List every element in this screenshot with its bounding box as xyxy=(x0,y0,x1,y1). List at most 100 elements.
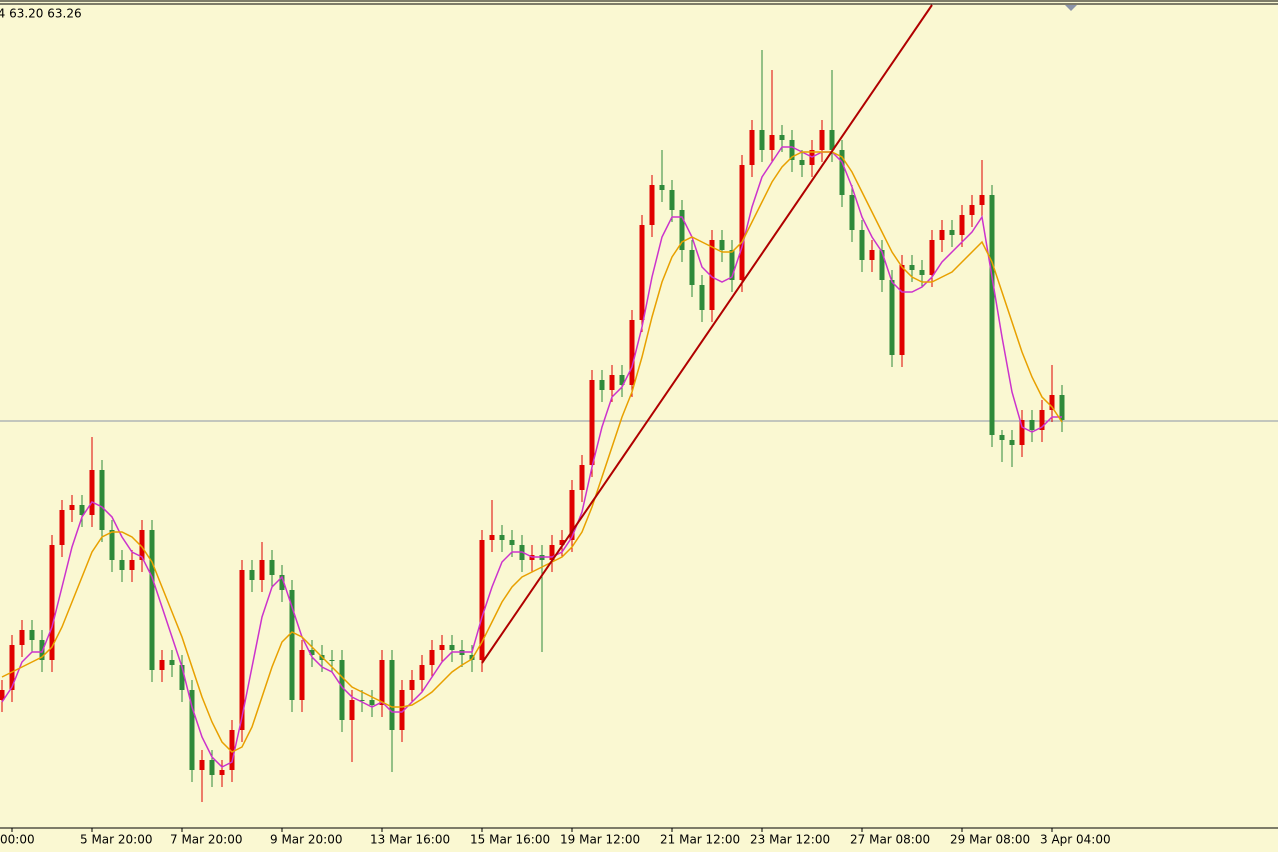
candle-body xyxy=(599,380,605,390)
candle-body xyxy=(829,130,835,150)
candle-body xyxy=(69,505,75,510)
candle-body xyxy=(329,660,335,661)
candle-body xyxy=(419,665,425,680)
candle-body xyxy=(399,690,405,730)
candle-body xyxy=(609,375,615,390)
candle-body xyxy=(949,230,955,235)
candle-body xyxy=(199,760,205,770)
candle-body xyxy=(1019,420,1025,445)
candle-body xyxy=(209,760,215,775)
candle-body xyxy=(619,375,625,385)
candle-body xyxy=(839,150,845,195)
candle-body xyxy=(699,285,705,310)
x-tick-label: 9 Mar 20:00 xyxy=(270,833,343,847)
candle-body xyxy=(49,545,55,660)
moving-average xyxy=(1,151,1063,753)
candle-body xyxy=(639,225,645,320)
candle-body xyxy=(869,250,875,260)
candle-body xyxy=(429,650,435,665)
candle-body xyxy=(979,195,985,205)
x-tick-label: 00:00 xyxy=(0,833,35,847)
candle-body xyxy=(479,540,485,660)
candle-body xyxy=(909,265,915,270)
candle-body xyxy=(589,380,595,465)
candle-body xyxy=(959,215,965,235)
candle-body xyxy=(189,690,195,770)
candle-body xyxy=(709,240,715,310)
candle-body xyxy=(389,660,395,730)
candle-body xyxy=(769,135,775,150)
candle-body xyxy=(169,660,175,665)
candle-body xyxy=(349,700,355,720)
trendline xyxy=(481,4,933,664)
plot-area xyxy=(0,4,1278,802)
candle-body xyxy=(359,700,365,701)
x-tick-label: 29 Mar 08:00 xyxy=(950,833,1030,847)
candle-body xyxy=(299,650,305,700)
candle-body xyxy=(819,130,825,150)
candle-body xyxy=(0,690,5,700)
candle-body xyxy=(119,560,125,570)
candle-body xyxy=(509,540,515,545)
x-tick-label: 5 Mar 20:00 xyxy=(80,833,153,847)
x-tick-label: 27 Mar 08:00 xyxy=(850,833,930,847)
candle-body xyxy=(719,240,725,250)
candle-body xyxy=(789,140,795,160)
candle-body xyxy=(29,630,35,640)
candle-body xyxy=(659,185,665,190)
candle-body xyxy=(739,165,745,280)
candle-body xyxy=(759,130,765,150)
candle-body xyxy=(379,660,385,705)
candle-body xyxy=(729,250,735,280)
candle-body xyxy=(549,545,555,560)
candle-body xyxy=(19,630,25,645)
candle-body xyxy=(409,680,415,690)
candle-body xyxy=(969,205,975,215)
candle-body xyxy=(939,230,945,240)
candle-body xyxy=(1009,440,1015,445)
candle-body xyxy=(149,530,155,670)
candle-body xyxy=(99,470,105,530)
candle-body xyxy=(439,645,445,650)
candle-body xyxy=(779,135,785,140)
x-tick-label: 7 Mar 20:00 xyxy=(170,833,243,847)
candle-body xyxy=(469,655,475,660)
candle-body xyxy=(1059,395,1065,420)
candle-body xyxy=(249,570,255,580)
candle-body xyxy=(259,560,265,580)
candle-body xyxy=(489,535,495,540)
candle-body xyxy=(139,530,145,560)
candle-body xyxy=(579,465,585,490)
candle-body xyxy=(269,560,275,575)
candle-body xyxy=(999,435,1005,440)
candle-body xyxy=(369,700,375,705)
candle-body xyxy=(239,570,245,730)
candle-body xyxy=(929,240,935,275)
candle-body xyxy=(219,770,225,775)
candle-body xyxy=(889,280,895,355)
moving-average xyxy=(1,146,1062,768)
x-tick-label: 21 Mar 12:00 xyxy=(660,833,740,847)
candle-body xyxy=(1039,410,1045,430)
x-tick-label: 23 Mar 12:00 xyxy=(750,833,830,847)
candle-body xyxy=(879,250,885,280)
candle-body xyxy=(859,230,865,260)
shift-marker xyxy=(1065,5,1077,11)
candle-body xyxy=(309,650,315,655)
candle-body xyxy=(749,130,755,165)
candle-body xyxy=(279,575,285,590)
candle-body xyxy=(569,490,575,540)
candle-body xyxy=(919,270,925,275)
candle-body xyxy=(849,195,855,230)
candle-body xyxy=(229,730,235,770)
candle-body xyxy=(689,250,695,285)
candle-body xyxy=(899,265,905,355)
candle-body xyxy=(799,160,805,165)
candle-body xyxy=(289,590,295,700)
candle-body xyxy=(339,660,345,720)
candle-body xyxy=(109,530,115,560)
candle-body xyxy=(179,665,185,690)
candle-body xyxy=(1029,420,1035,430)
candle-body xyxy=(59,510,65,545)
